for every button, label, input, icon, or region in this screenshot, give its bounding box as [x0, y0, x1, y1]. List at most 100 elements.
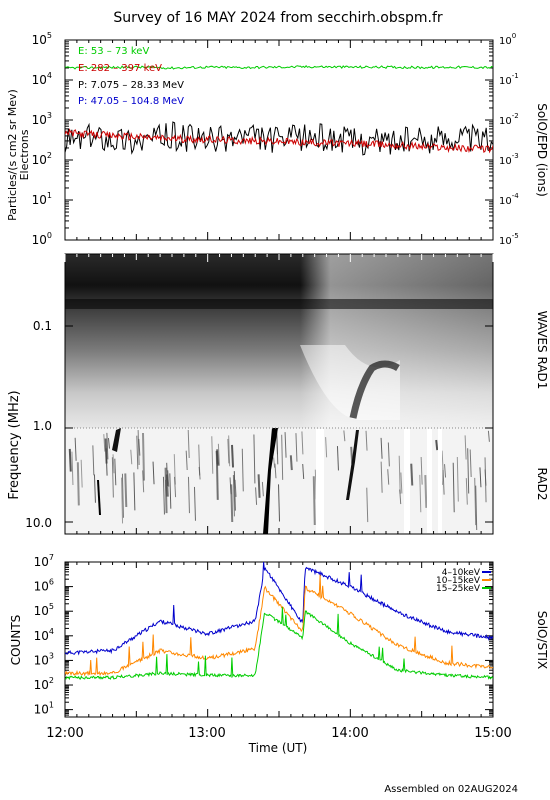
rad2-streak	[387, 442, 390, 467]
rad2-gap	[438, 429, 442, 533]
rad2-streak	[273, 457, 276, 468]
rad2-streak	[365, 430, 368, 451]
rad2-streak	[130, 449, 133, 465]
rad2-streak	[198, 466, 201, 480]
rad2-streak	[487, 430, 490, 442]
rad2-marks	[68, 428, 490, 534]
rad2-streak	[107, 437, 110, 449]
epd-right-tick-label: 10-4	[499, 192, 519, 207]
panel-radio: 0.1 1.0 10.0 Frequency (MHz) WAVES RAD1 …	[7, 253, 549, 535]
rad2-streak	[74, 437, 77, 461]
rad2-streak	[164, 467, 168, 514]
rad1-burst	[349, 360, 400, 419]
rad2-streak	[137, 430, 140, 466]
rad1-bright-patch	[300, 345, 400, 420]
rad2-streak	[410, 463, 414, 486]
rad2-streak	[185, 450, 188, 470]
x-axis: 12:00 13:00 14:00 15:00 Time (UT)	[46, 726, 511, 755]
rad2-streak	[278, 484, 281, 522]
rad2-streak	[68, 448, 72, 472]
rad2-streak	[124, 473, 128, 507]
rad2-streak	[121, 473, 124, 518]
rad2-streak	[136, 435, 139, 470]
rad2-streak	[71, 451, 74, 486]
rad2-gap	[316, 429, 324, 533]
rad2-streak	[76, 462, 80, 506]
series-10-15kev	[65, 574, 493, 677]
epd-right-tick-label: 10-2	[499, 112, 519, 127]
rad2-streak	[142, 470, 145, 493]
rad2-streak	[152, 461, 155, 485]
rad2-streak	[380, 437, 383, 459]
rad2-streak	[142, 432, 146, 481]
rad2-streak	[467, 448, 470, 494]
panel-epd-ticks	[64, 39, 494, 241]
rad2-streak	[441, 450, 444, 471]
rad2-streak	[444, 464, 447, 478]
rad2-streak	[80, 459, 83, 488]
rad2-streak	[215, 450, 219, 500]
epd-left-tick-label: 100	[32, 231, 52, 247]
rad2-streak	[484, 469, 487, 486]
rad2-streak	[312, 476, 316, 526]
rad2-streak	[399, 489, 402, 505]
rad2-streak	[121, 477, 124, 524]
rad2-streak	[469, 449, 472, 478]
x-tick-label-1500: 15:00	[474, 726, 511, 741]
epd-left-tick-label: 104	[32, 71, 52, 87]
legend-e-53-73: E: 53 – 73 keV	[78, 46, 149, 57]
rad2-streak	[464, 435, 467, 460]
rad2-streak	[475, 485, 478, 531]
rad2-streak	[257, 474, 261, 498]
panel-epd-ylabel-2: Electrons	[18, 129, 31, 180]
rad1-right-shade	[65, 254, 493, 428]
freq-tick-0: 0.1	[33, 319, 52, 333]
rad2-streak	[302, 463, 305, 480]
rad2-streak	[138, 438, 141, 456]
rad2-streak	[165, 474, 169, 497]
rad2-streak	[211, 436, 214, 474]
rad2-streak	[276, 431, 279, 465]
rad2-streak	[112, 454, 115, 474]
rad2-streak	[234, 479, 237, 497]
rad2-streak	[230, 484, 234, 523]
rad2-streak	[162, 476, 165, 515]
x-tick-label-1200: 12:00	[46, 726, 83, 741]
stix-tick-label: 107	[34, 553, 54, 569]
panel-radio-right-label-bottom: RAD2	[535, 468, 549, 501]
legend-e-282-397: E: 282 – 397 keV	[78, 63, 162, 74]
rad2-streak	[228, 435, 231, 467]
rad2-streak	[261, 481, 264, 497]
rad2-streak	[111, 457, 114, 498]
rad2-burst-main	[263, 428, 278, 534]
panel-stix-ylabel: COUNTS	[9, 615, 23, 666]
rad2-streak	[233, 471, 236, 511]
series-e-53-73	[65, 65, 493, 70]
rad2-streak	[187, 429, 190, 459]
panel-stix-tick-labels: 101 102 103 104 105 106 107	[34, 553, 54, 717]
rad2-streak	[452, 462, 455, 513]
rad2-streak	[133, 472, 136, 511]
stix-tick-label: 101	[34, 701, 54, 717]
rad2-streak	[456, 456, 459, 502]
rad2-streak	[187, 476, 190, 514]
rad2-streak	[169, 473, 172, 509]
x-tick-label-1400: 14:00	[331, 726, 368, 741]
legend-p-47-104: P: 47.05 – 104.8 MeV	[78, 96, 184, 107]
stix-tick-label: 102	[34, 676, 54, 692]
epd-left-tick-label: 105	[32, 31, 52, 47]
rad2-gap	[427, 429, 432, 533]
panel-epd-left-tick-labels: 100 101 102 103 104 105	[32, 31, 52, 247]
rad2-streak	[227, 438, 230, 464]
rad2-streak	[241, 448, 244, 492]
rad2-streak	[231, 444, 235, 468]
rad2-streak	[106, 432, 109, 460]
rad2-streak	[92, 445, 95, 476]
epd-right-tick-label: 100	[499, 32, 516, 47]
legend-p-7-28: P: 7.075 – 28.33 MeV	[78, 80, 184, 91]
rad2-streak	[301, 431, 304, 455]
rad2-streak	[193, 486, 196, 521]
rad2-streak	[419, 474, 422, 513]
